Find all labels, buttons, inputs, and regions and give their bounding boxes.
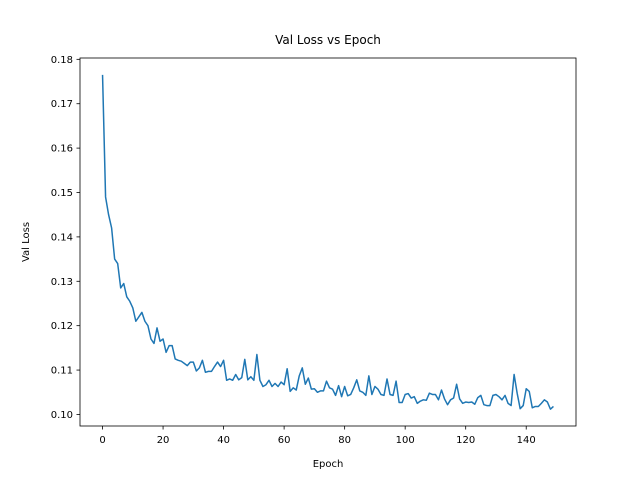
y-tick-label: 0.18 <box>51 55 73 66</box>
x-axis-label: Epoch <box>313 459 344 470</box>
y-tick-label: 0.11 <box>51 366 73 377</box>
x-tick-label: 140 <box>517 435 536 446</box>
chart-title: Val Loss vs Epoch <box>275 33 381 47</box>
y-tick-label: 0.10 <box>51 410 73 421</box>
y-tick-label: 0.16 <box>51 144 73 155</box>
x-tick-label: 20 <box>157 435 170 446</box>
y-tick-label: 0.15 <box>51 188 73 199</box>
plot-frame <box>79 57 577 427</box>
y-axis-label: Val Loss <box>21 222 32 262</box>
x-tick-label: 100 <box>396 435 415 446</box>
x-tick-label: 60 <box>278 435 291 446</box>
x-tick-label: 0 <box>99 435 105 446</box>
x-tick-label: 120 <box>456 435 475 446</box>
series-line <box>101 74 554 410</box>
x-tick-label: 40 <box>217 435 230 446</box>
y-tick-label: 0.13 <box>51 277 73 288</box>
y-tick-label: 0.12 <box>51 321 73 332</box>
x-tick-label: 80 <box>338 435 351 446</box>
y-tick-label: 0.14 <box>51 232 73 243</box>
y-tick-label: 0.17 <box>51 99 73 110</box>
